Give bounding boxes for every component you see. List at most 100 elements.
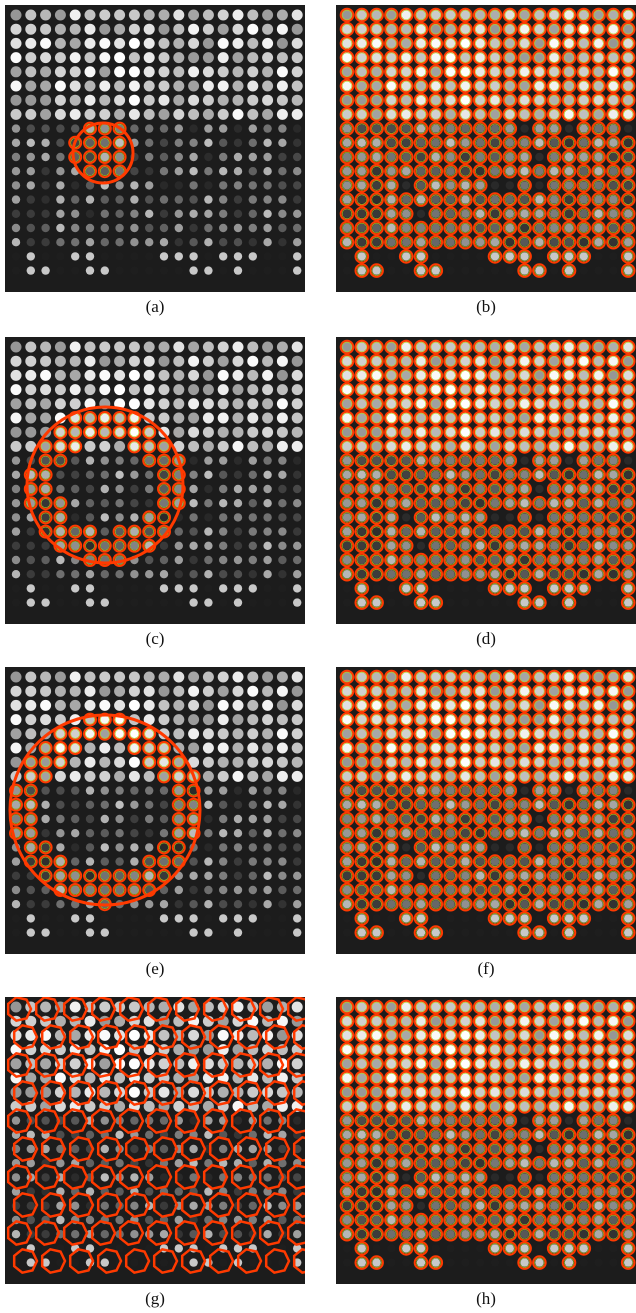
spot xyxy=(145,556,153,564)
spot xyxy=(387,181,395,189)
spot xyxy=(219,872,227,880)
spot xyxy=(609,167,617,175)
spot xyxy=(277,743,288,754)
spot xyxy=(219,570,227,578)
spot xyxy=(11,743,22,754)
spot xyxy=(160,499,168,507)
spot xyxy=(278,527,286,535)
spot xyxy=(218,356,229,367)
spot xyxy=(145,584,153,592)
spot xyxy=(219,471,227,479)
spot xyxy=(27,153,35,161)
spot xyxy=(234,556,242,564)
spot xyxy=(160,238,168,246)
spot xyxy=(520,786,528,794)
spot xyxy=(358,181,366,189)
spot xyxy=(12,1173,20,1181)
spot xyxy=(204,513,212,521)
spot xyxy=(129,398,140,409)
spot xyxy=(580,485,588,493)
spot xyxy=(12,195,20,203)
spot xyxy=(204,1173,212,1181)
spot xyxy=(506,786,514,794)
spot xyxy=(278,872,286,880)
spot xyxy=(204,252,212,260)
spot xyxy=(115,829,123,837)
spot xyxy=(520,181,528,189)
spot xyxy=(565,857,573,865)
spot xyxy=(56,815,64,823)
spot xyxy=(145,513,153,521)
spot xyxy=(343,153,351,161)
spot xyxy=(594,499,602,507)
spot xyxy=(25,10,36,21)
image-background xyxy=(5,5,305,292)
spot xyxy=(565,815,573,823)
spot xyxy=(293,195,301,203)
spot xyxy=(278,843,286,851)
microarray-image xyxy=(5,997,305,1284)
spot xyxy=(86,499,94,507)
spot xyxy=(114,52,125,63)
spot xyxy=(262,672,273,683)
spot xyxy=(417,167,425,175)
spot xyxy=(56,900,64,908)
spot xyxy=(550,801,558,809)
spot xyxy=(145,1159,153,1167)
spot xyxy=(461,195,469,203)
spot xyxy=(188,24,199,35)
spot xyxy=(446,801,454,809)
spot xyxy=(277,24,288,35)
spot xyxy=(234,900,242,908)
spot xyxy=(387,542,395,550)
panel-label: (c) xyxy=(5,629,305,649)
spot xyxy=(144,398,155,409)
spot xyxy=(565,513,573,521)
spot xyxy=(86,238,94,246)
spot xyxy=(188,10,199,21)
spot xyxy=(417,224,425,232)
spot xyxy=(86,584,94,592)
spot xyxy=(520,499,528,507)
spot xyxy=(114,342,125,353)
spot xyxy=(262,66,273,77)
spot xyxy=(387,556,395,564)
spot xyxy=(41,829,49,837)
spot xyxy=(40,342,51,353)
spot xyxy=(506,598,514,606)
spot xyxy=(535,167,543,175)
spot xyxy=(41,815,49,823)
spot xyxy=(417,266,425,274)
spot xyxy=(85,384,96,395)
spot xyxy=(234,584,242,592)
spot xyxy=(491,124,499,132)
spot xyxy=(56,224,64,232)
spot xyxy=(565,801,573,809)
spot xyxy=(189,124,197,132)
spot xyxy=(387,471,395,479)
spot xyxy=(249,556,257,564)
spot xyxy=(580,914,588,922)
spot xyxy=(372,485,380,493)
spot xyxy=(343,815,351,823)
spot xyxy=(129,109,140,120)
spot xyxy=(263,886,271,894)
spot xyxy=(173,686,184,697)
spot xyxy=(56,210,64,218)
spot xyxy=(402,527,410,535)
spot xyxy=(115,1159,123,1167)
spot xyxy=(114,672,125,683)
spot xyxy=(520,124,528,132)
spot xyxy=(115,153,123,161)
spot xyxy=(130,485,138,493)
spot xyxy=(189,1202,197,1210)
spot xyxy=(11,370,22,381)
spot xyxy=(292,342,303,353)
spot xyxy=(402,556,410,564)
spot xyxy=(358,499,366,507)
spot xyxy=(86,928,94,936)
spot xyxy=(115,1131,123,1139)
spot xyxy=(219,786,227,794)
spot xyxy=(160,252,168,260)
spot xyxy=(175,195,183,203)
